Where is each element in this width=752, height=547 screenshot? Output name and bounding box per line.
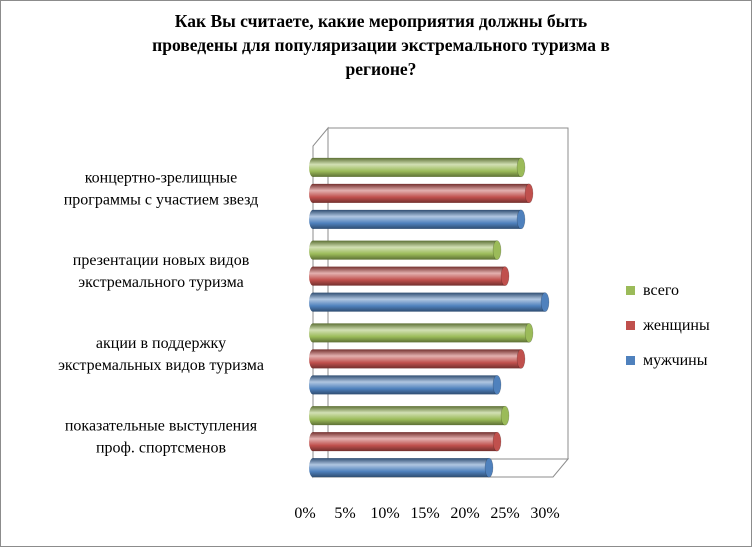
bar-cap-right: [524, 183, 534, 204]
category-label: акции в поддержку: [96, 335, 226, 352]
legend-swatch: [626, 286, 635, 295]
legend-label: женщины: [643, 316, 710, 334]
bar-cap-right: [524, 323, 534, 343]
legend-item-всего: всего: [626, 273, 710, 308]
bar-cap-left: [309, 406, 317, 426]
bar-cap-left: [309, 209, 317, 229]
bar-мужчины: [309, 457, 494, 478]
legend-item-женщины: женщины: [626, 308, 710, 343]
category-label: презентации новых видов: [73, 252, 250, 269]
legend-label: всего: [643, 281, 680, 299]
bar-cap-right: [516, 349, 526, 369]
category-label: экстремального туризма: [78, 274, 243, 291]
x-tick-label: 25%: [490, 505, 519, 522]
bar-body: [313, 432, 497, 452]
legend-swatch: [626, 356, 635, 365]
chart-title: Как Вы считаете, какие мероприятия должн…: [91, 9, 671, 81]
chart-title-line: проведены для популяризации экстремально…: [152, 35, 610, 55]
bar-всего: [309, 405, 510, 426]
chart-title-line: регионе?: [345, 59, 417, 79]
bar-мужчины: [309, 292, 550, 312]
x-tick-label: 30%: [530, 505, 559, 522]
bar-body: [313, 292, 545, 312]
bar-cap-right: [492, 375, 502, 395]
legend-swatch: [626, 321, 635, 330]
bar-cap-right: [516, 157, 526, 178]
bar-женщины: [309, 183, 534, 204]
category-label: концертно-зрелищные: [85, 169, 238, 186]
bar-cap-left: [309, 432, 317, 452]
bar-cap-left: [309, 240, 317, 260]
bar-cap-right: [500, 405, 510, 426]
category-label: показательные выступления: [65, 418, 258, 435]
bar-мужчины: [309, 375, 502, 395]
category-label: проф. спортсменов: [96, 440, 226, 457]
bar-cap-left: [309, 157, 317, 177]
bar-body: [313, 349, 521, 369]
x-tick-label: 5%: [334, 505, 355, 522]
bar-cap-right: [500, 266, 510, 286]
bar-всего: [309, 323, 534, 343]
category-label: экстремальных видов туризма: [58, 357, 264, 374]
chart-title-line: Как Вы считаете, какие мероприятия должн…: [174, 11, 588, 31]
category-label: программы с участием звезд: [64, 191, 259, 208]
bar-всего: [309, 157, 526, 178]
bar-женщины: [309, 266, 510, 286]
bar-body: [313, 323, 529, 343]
bar-cap-left: [309, 349, 317, 369]
x-tick-label: 0%: [294, 505, 315, 522]
x-tick-label: 15%: [410, 505, 439, 522]
bar-cap-left: [309, 266, 317, 286]
bar-cap-right: [540, 292, 550, 312]
bar-body: [313, 157, 521, 177]
bar-cap-right: [492, 240, 502, 260]
bar-cap-left: [309, 375, 317, 395]
bar-cap-right: [492, 431, 502, 452]
bar-body: [313, 183, 529, 203]
x-tick-label: 10%: [370, 505, 399, 522]
legend: всего женщины мужчины: [626, 273, 710, 378]
bar-body: [313, 266, 505, 286]
x-tick-label: 20%: [450, 505, 479, 522]
bar-cap-left: [309, 292, 317, 312]
bar-body: [313, 458, 489, 478]
legend-label: мужчины: [643, 351, 708, 369]
bar-мужчины: [309, 209, 526, 230]
bar-cap-left: [309, 183, 317, 203]
bar-женщины: [309, 431, 502, 452]
bar-cap-left: [309, 458, 317, 478]
bar-body: [313, 209, 521, 229]
bar-body: [313, 240, 497, 260]
bar-body: [313, 406, 505, 426]
legend-item-мужчины: мужчины: [626, 343, 710, 378]
bar-body: [313, 375, 497, 395]
bar-всего: [309, 240, 502, 260]
bar-женщины: [309, 349, 526, 369]
bar-cap-right: [516, 209, 526, 230]
bar-cap-left: [309, 323, 317, 343]
bar-cap-right: [484, 457, 494, 478]
